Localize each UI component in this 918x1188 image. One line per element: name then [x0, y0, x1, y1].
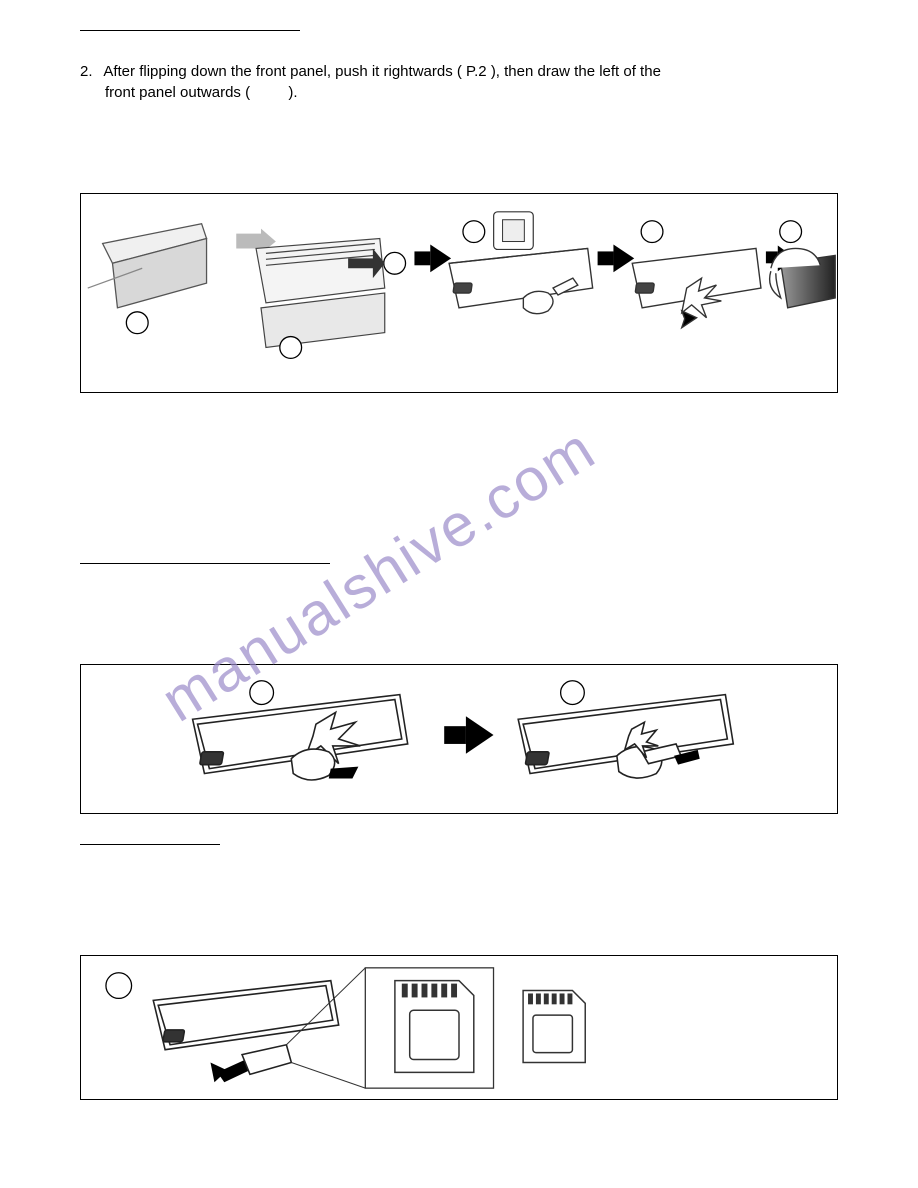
step-text-a: After flipping down the front panel, pus…	[103, 63, 462, 80]
figure-2-svg	[81, 665, 837, 813]
section-underline-2	[80, 563, 330, 564]
step-number: 2.	[80, 61, 100, 82]
step-text-d: ).	[288, 84, 297, 101]
figure-1-box	[80, 193, 838, 393]
figure-2-box	[80, 664, 838, 814]
step-ref1: P.2	[466, 63, 487, 80]
section-underline-3	[80, 844, 220, 845]
figure-1-svg	[81, 194, 837, 392]
figure-3-box	[80, 955, 838, 1100]
step-2-instruction: 2. After flipping down the front panel, …	[80, 61, 838, 103]
page-container: 2. After flipping down the front panel, …	[0, 0, 918, 1188]
section-underline-1	[80, 30, 300, 31]
step-text-c: front panel outwards (	[105, 84, 250, 101]
figure-3-svg	[81, 956, 837, 1099]
step-text-b: ), then draw the left of the	[491, 63, 661, 80]
